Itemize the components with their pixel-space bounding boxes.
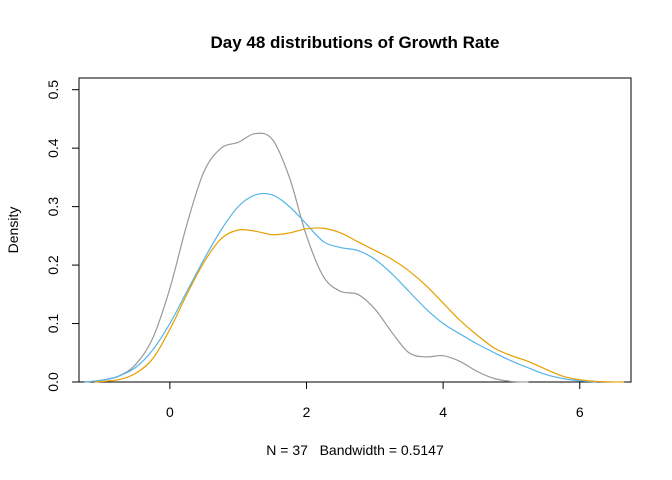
x-tick-label: 4 — [439, 404, 447, 420]
y-tick-label: 0.0 — [45, 372, 61, 392]
y-axis-label: Density — [5, 207, 21, 254]
density-curve-2 — [84, 192, 597, 383]
y-tick-label: 0.1 — [45, 314, 61, 334]
x-tick-label: 6 — [576, 404, 584, 420]
density-curve-3 — [94, 227, 625, 383]
y-axis: 0.0 0.1 0.2 0.3 0.4 0.5 — [45, 80, 80, 392]
x-tick-label: 2 — [303, 404, 311, 420]
y-tick-label: 0.4 — [45, 138, 61, 158]
series-layer — [84, 132, 625, 383]
x-axis: 0 2 4 6 — [166, 381, 584, 420]
y-tick-label: 0.5 — [45, 80, 61, 100]
x-axis-label: N = 37 Bandwidth = 0.5147 — [266, 442, 444, 458]
density-curve-1 — [84, 132, 529, 383]
x-tick-label: 0 — [166, 404, 174, 420]
y-tick-label: 0.2 — [45, 255, 61, 275]
chart-title: Day 48 distributions of Growth Rate — [210, 33, 499, 52]
y-tick-label: 0.3 — [45, 197, 61, 217]
